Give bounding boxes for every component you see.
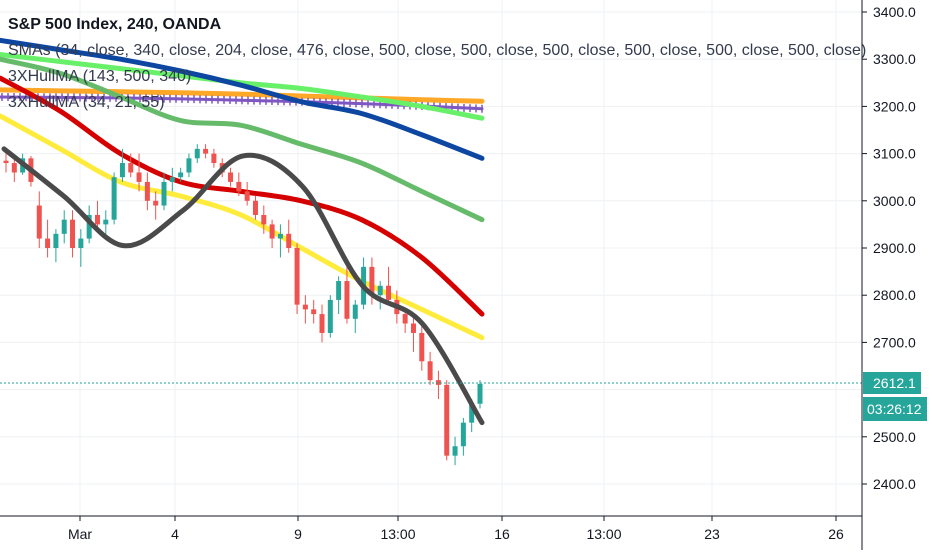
chart-legend: S&P 500 Index, 240, OANDA SMAs (34, clos…	[8, 12, 866, 116]
candle-down	[36, 205, 42, 239]
symbol-title[interactable]: S&P 500 Index, 240, OANDA	[8, 16, 222, 33]
candle-down	[236, 181, 242, 192]
candle-down	[261, 214, 267, 225]
price-tick-label: 2700.0	[873, 334, 916, 350]
candle-up	[186, 158, 192, 173]
candle-down	[386, 285, 392, 300]
candle-down	[252, 200, 258, 215]
price-tick-label: 3400.0	[873, 4, 916, 20]
candle-down	[294, 248, 300, 305]
candle-up	[53, 233, 59, 248]
candle-down	[70, 219, 76, 248]
candle-up	[460, 422, 466, 447]
candle-up	[194, 148, 200, 159]
candle-up	[103, 219, 109, 225]
candle-up	[61, 219, 67, 234]
candle-up	[377, 285, 383, 296]
time-tick-label: 13:00	[380, 526, 415, 542]
countdown-badge: 03:26:12	[863, 397, 927, 421]
ma-line-blue	[0, 37, 485, 161]
candle-down	[286, 233, 292, 248]
candle-up	[169, 177, 175, 182]
time-tick-label: Mar	[68, 526, 92, 542]
candle-down	[435, 380, 441, 385]
candle-up	[336, 281, 342, 300]
candle-up	[78, 238, 84, 248]
price-tick-label: 2400.0	[873, 476, 916, 492]
ma-line-dark	[1, 146, 485, 426]
ma-line-yellow	[0, 113, 485, 341]
price-tick-label: 3000.0	[873, 193, 916, 209]
candle-down	[344, 281, 350, 319]
price-tick-label: 3300.0	[873, 51, 916, 67]
candle-down	[11, 163, 17, 173]
candle-down	[402, 314, 408, 324]
candle-down	[419, 332, 425, 362]
candle-down	[410, 323, 416, 333]
candle-down	[94, 214, 100, 225]
ma-line-orange	[0, 87, 485, 104]
moving-averages	[0, 37, 485, 341]
candle-down	[311, 309, 317, 315]
candle-down	[302, 304, 308, 310]
candle-up	[327, 299, 333, 333]
price-tick-label: 3100.0	[873, 146, 916, 162]
candle-up	[178, 172, 184, 178]
candle-up	[111, 177, 117, 220]
candle-up	[452, 446, 458, 456]
candle-down	[444, 384, 450, 456]
candle-down	[128, 163, 134, 173]
candle-up	[352, 304, 358, 319]
indicator-smas[interactable]: SMAs (34, close, 340, close, 204, close,…	[8, 42, 867, 59]
candle-down	[203, 148, 209, 154]
price-tick-label: 2900.0	[873, 240, 916, 256]
price-tick-label: 2800.0	[873, 287, 916, 303]
price-tick-label: 2500.0	[873, 429, 916, 445]
hull-moving-average	[1, 146, 485, 426]
candle-down	[144, 181, 150, 201]
countdown-label: 03:26:12	[867, 401, 922, 417]
time-tick-label: 9	[294, 526, 302, 542]
candle-up	[469, 403, 475, 423]
price-tick-label: 3200.0	[873, 98, 916, 114]
time-tick-label: 4	[171, 526, 179, 542]
candle-down	[369, 266, 375, 296]
candle-down	[211, 153, 217, 164]
time-axis[interactable]: Mar 4 9 13:00 16 13:00 23 26	[68, 516, 844, 542]
candle-up	[86, 214, 92, 239]
candle-down	[153, 200, 159, 206]
candle-down	[269, 224, 275, 239]
candle-down	[427, 361, 433, 381]
candle-down	[45, 238, 51, 248]
time-tick-label: 16	[494, 526, 510, 542]
ma-line-green	[0, 56, 485, 223]
time-tick-label: 13:00	[586, 526, 621, 542]
price-axis[interactable]: 3400.0 3300.0 3200.0 3100.0 3000.0 2900.0 2800…	[862, 4, 916, 492]
candle-down	[136, 172, 142, 182]
candle-down	[3, 160, 9, 164]
candle-down	[244, 191, 250, 201]
candle-up	[477, 383, 483, 404]
time-tick-label: 23	[704, 526, 720, 542]
indicator-hullma-1[interactable]: 3XHullMA (143, 500, 340)	[8, 68, 192, 85]
last-price-badge: 2612.1	[863, 372, 921, 394]
indicator-hullma-2[interactable]: 3XHullMA (34, 21, 55)	[8, 94, 165, 111]
candle-up	[277, 233, 283, 239]
candle-down	[228, 172, 234, 182]
last-price-label: 2612.1	[873, 375, 916, 391]
candle-up	[161, 181, 167, 206]
time-tick-label: 26	[828, 526, 844, 542]
candle-up	[119, 163, 125, 178]
candle-down	[319, 314, 325, 333]
